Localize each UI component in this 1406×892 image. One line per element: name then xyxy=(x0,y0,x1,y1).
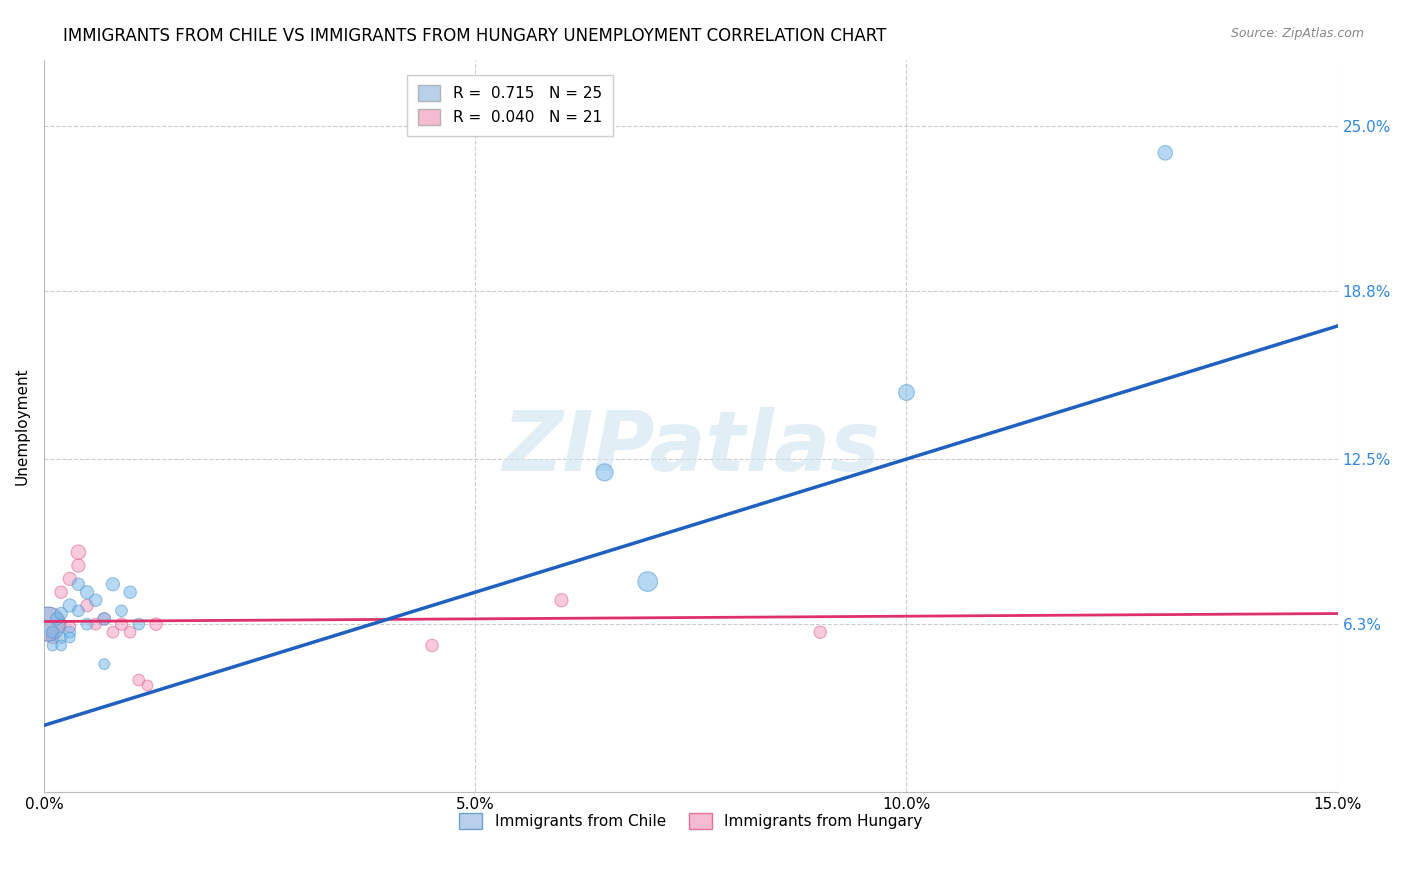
Point xyxy=(128,617,150,632)
Point xyxy=(49,639,72,653)
Point xyxy=(41,625,63,640)
Y-axis label: Unemployment: Unemployment xyxy=(15,367,30,484)
Point xyxy=(67,558,90,573)
Point xyxy=(49,585,72,599)
Legend: Immigrants from Chile, Immigrants from Hungary: Immigrants from Chile, Immigrants from H… xyxy=(453,807,928,836)
Point xyxy=(84,617,107,632)
Point xyxy=(41,639,63,653)
Text: IMMIGRANTS FROM CHILE VS IMMIGRANTS FROM HUNGARY UNEMPLOYMENT CORRELATION CHART: IMMIGRANTS FROM CHILE VS IMMIGRANTS FROM… xyxy=(63,27,887,45)
Point xyxy=(420,639,443,653)
Point xyxy=(93,657,115,672)
Point xyxy=(145,617,167,632)
Point xyxy=(808,625,831,640)
Point xyxy=(45,612,67,626)
Point xyxy=(84,593,107,607)
Point xyxy=(136,678,159,692)
Point xyxy=(593,466,616,480)
Point xyxy=(67,604,90,618)
Point xyxy=(120,625,142,640)
Text: Source: ZipAtlas.com: Source: ZipAtlas.com xyxy=(1230,27,1364,40)
Point xyxy=(67,545,90,559)
Point xyxy=(76,599,98,613)
Point xyxy=(41,631,63,645)
Text: ZIPatlas: ZIPatlas xyxy=(502,408,880,488)
Point xyxy=(59,572,82,586)
Point xyxy=(37,617,59,632)
Point xyxy=(550,593,572,607)
Point xyxy=(76,617,98,632)
Point xyxy=(76,585,98,599)
Point xyxy=(59,625,82,640)
Point xyxy=(93,612,115,626)
Point xyxy=(49,617,72,632)
Point xyxy=(93,612,115,626)
Point xyxy=(896,385,918,400)
Point xyxy=(49,631,72,645)
Point xyxy=(59,620,82,634)
Point xyxy=(37,617,59,632)
Point xyxy=(49,607,72,621)
Point xyxy=(120,585,142,599)
Point xyxy=(41,625,63,640)
Point xyxy=(110,604,132,618)
Point xyxy=(59,599,82,613)
Point xyxy=(637,574,659,589)
Point xyxy=(101,577,124,591)
Point xyxy=(128,673,150,687)
Point xyxy=(1154,145,1177,160)
Point xyxy=(59,631,82,645)
Point xyxy=(110,617,132,632)
Point xyxy=(67,577,90,591)
Point xyxy=(101,625,124,640)
